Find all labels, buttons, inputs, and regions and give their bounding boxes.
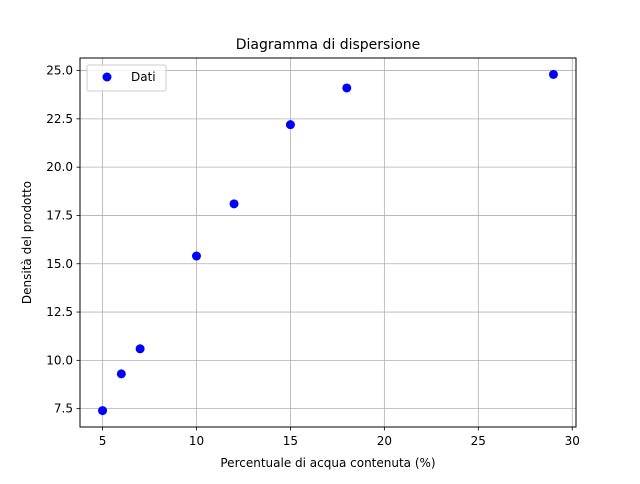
y-tick-label: 12.5	[46, 305, 73, 319]
y-tick-label: 22.5	[46, 112, 73, 126]
data-point	[135, 344, 145, 354]
grid	[80, 58, 576, 427]
legend-box	[86, 64, 167, 92]
data-point	[285, 120, 295, 130]
data-point	[342, 83, 352, 93]
x-tick-label: 15	[283, 434, 298, 448]
x-tick-label: 5	[99, 434, 107, 448]
y-tick-label: 20.0	[46, 160, 73, 174]
y-tick-label: 7.5	[54, 402, 73, 416]
legend-label: Dati	[131, 70, 156, 84]
data-point	[116, 369, 126, 379]
data-point	[191, 251, 201, 261]
x-axis: 5 10 15 20 25 30	[99, 427, 580, 448]
y-tick-label: 10.0	[46, 353, 73, 367]
x-axis-label: Percentuale di acqua contenuta (%)	[220, 456, 435, 470]
data-point	[229, 199, 239, 209]
y-axis: 7.5 10.0 12.5 15.0 17.5 20.0 22.5 25.0	[46, 64, 80, 416]
data-point	[548, 69, 558, 79]
data-point	[98, 406, 108, 416]
data-points	[98, 69, 558, 416]
x-tick-label: 25	[471, 434, 486, 448]
y-tick-label: 17.5	[46, 208, 73, 222]
x-tick-label: 30	[565, 434, 580, 448]
legend: Dati	[86, 64, 167, 92]
y-tick-label: 15.0	[46, 257, 73, 271]
legend-marker	[102, 72, 112, 82]
y-tick-label: 25.0	[46, 64, 73, 78]
x-tick-label: 20	[377, 434, 392, 448]
chart-title: Diagramma di dispersione	[236, 37, 421, 53]
x-tick-label: 10	[189, 434, 204, 448]
y-axis-label: Densità del prodotto	[20, 181, 34, 304]
plot-frame	[79, 57, 577, 428]
